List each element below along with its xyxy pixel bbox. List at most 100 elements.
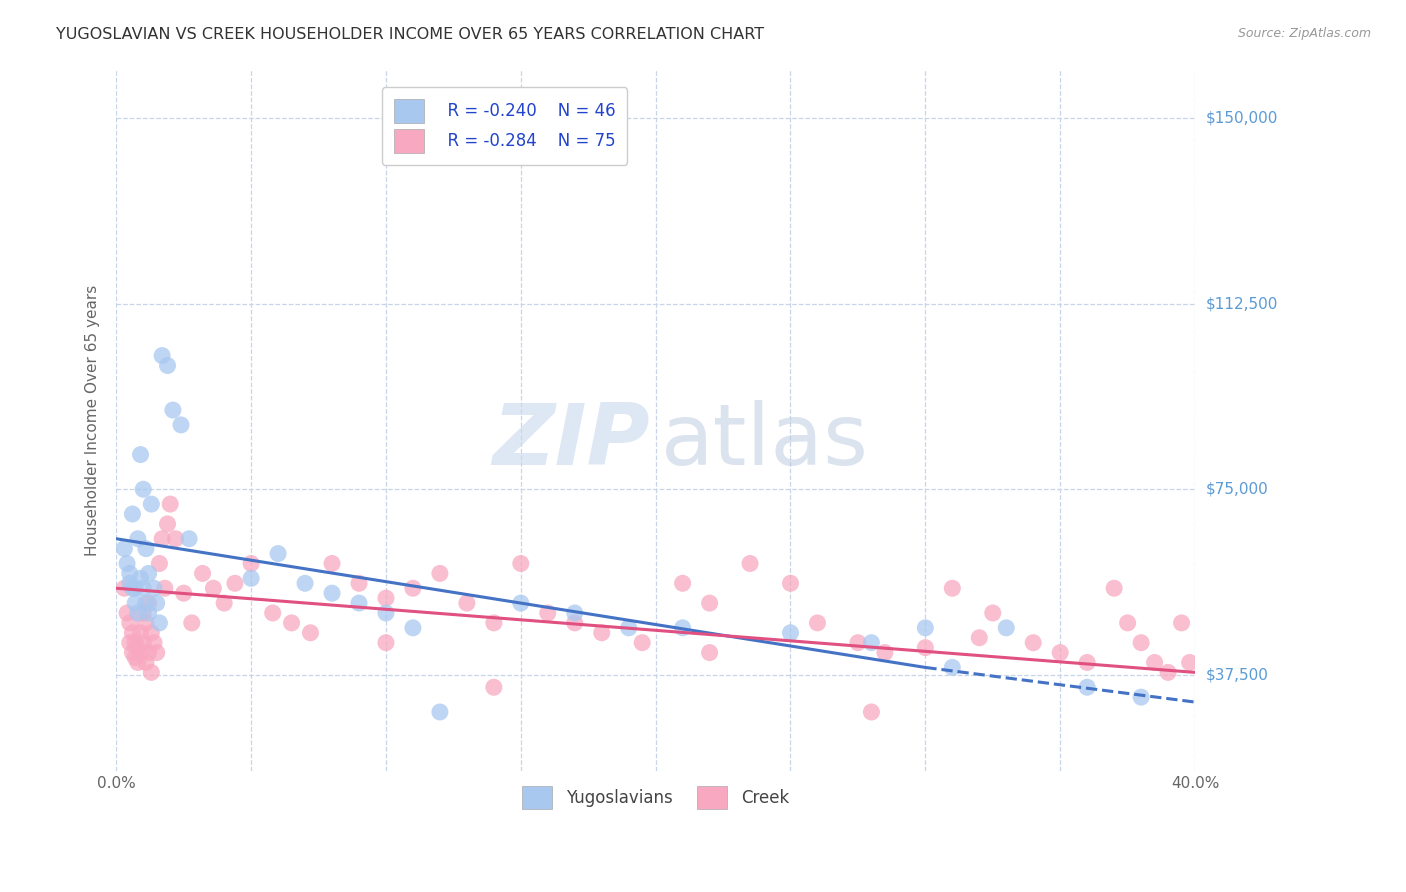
Text: ZIP: ZIP: [492, 400, 650, 483]
Point: [738, 557, 761, 571]
Text: $75,000: $75,000: [1206, 482, 1268, 497]
Point: [429, 705, 451, 719]
Point: [132, 606, 155, 620]
Point: [969, 631, 991, 645]
Point: [191, 566, 214, 581]
Point: [1116, 615, 1139, 630]
Point: [402, 621, 425, 635]
Point: [509, 596, 531, 610]
Point: [153, 581, 176, 595]
Point: [148, 615, 170, 630]
Point: [564, 615, 586, 630]
Point: [141, 625, 163, 640]
Point: [509, 557, 531, 571]
Point: [914, 621, 936, 635]
Point: [779, 625, 801, 640]
Point: [127, 532, 149, 546]
Point: [456, 596, 478, 610]
Point: [1130, 690, 1153, 705]
Text: $150,000: $150,000: [1206, 111, 1278, 126]
Point: [1178, 656, 1201, 670]
Point: [941, 581, 963, 595]
Point: [672, 576, 695, 591]
Point: [129, 448, 152, 462]
Point: [129, 646, 152, 660]
Point: [170, 417, 193, 432]
Text: YUGOSLAVIAN VS CREEK HOUSEHOLDER INCOME OVER 65 YEARS CORRELATION CHART: YUGOSLAVIAN VS CREEK HOUSEHOLDER INCOME …: [56, 27, 765, 42]
Point: [156, 359, 179, 373]
Point: [941, 660, 963, 674]
Point: [1157, 665, 1180, 680]
Legend: Yugoslavians, Creek: Yugoslavians, Creek: [516, 779, 796, 816]
Point: [145, 596, 167, 610]
Point: [127, 640, 149, 655]
Point: [156, 516, 179, 531]
Point: [699, 596, 721, 610]
Point: [118, 576, 141, 591]
Point: [591, 625, 613, 640]
Point: [564, 606, 586, 620]
Point: [402, 581, 425, 595]
Point: [1143, 656, 1166, 670]
Point: [138, 596, 160, 610]
Point: [779, 576, 801, 591]
Point: [132, 581, 155, 595]
Point: [148, 557, 170, 571]
Point: [180, 615, 202, 630]
Point: [240, 571, 263, 585]
Point: [860, 705, 883, 719]
Point: [118, 615, 141, 630]
Point: [294, 576, 316, 591]
Point: [1022, 636, 1045, 650]
Point: [143, 581, 166, 595]
Point: [124, 650, 146, 665]
Point: [347, 576, 370, 591]
Point: [846, 636, 869, 650]
Point: [159, 497, 181, 511]
Point: [121, 507, 143, 521]
Point: [141, 665, 163, 680]
Point: [806, 615, 828, 630]
Point: [375, 636, 398, 650]
Point: [150, 349, 173, 363]
Point: [429, 566, 451, 581]
Text: $112,500: $112,500: [1206, 296, 1278, 311]
Point: [135, 541, 157, 556]
Point: [860, 636, 883, 650]
Point: [124, 636, 146, 650]
Point: [537, 606, 560, 620]
Point: [112, 581, 135, 595]
Point: [127, 606, 149, 620]
Point: [202, 581, 225, 595]
Point: [118, 566, 141, 581]
Point: [138, 566, 160, 581]
Point: [995, 621, 1018, 635]
Point: [132, 482, 155, 496]
Point: [150, 532, 173, 546]
Point: [280, 615, 302, 630]
Point: [224, 576, 246, 591]
Point: [262, 606, 284, 620]
Point: [121, 646, 143, 660]
Point: [299, 625, 322, 640]
Point: [482, 615, 505, 630]
Point: [173, 586, 195, 600]
Point: [129, 625, 152, 640]
Point: [115, 557, 138, 571]
Point: [914, 640, 936, 655]
Point: [240, 557, 263, 571]
Point: [1170, 615, 1192, 630]
Y-axis label: Householder Income Over 65 years: Householder Income Over 65 years: [86, 285, 100, 556]
Point: [143, 636, 166, 650]
Point: [138, 646, 160, 660]
Point: [631, 636, 654, 650]
Point: [135, 656, 157, 670]
Point: [135, 596, 157, 610]
Point: [177, 532, 200, 546]
Point: [699, 646, 721, 660]
Point: [145, 646, 167, 660]
Point: [873, 646, 896, 660]
Point: [267, 547, 290, 561]
Point: [321, 557, 343, 571]
Point: [482, 680, 505, 694]
